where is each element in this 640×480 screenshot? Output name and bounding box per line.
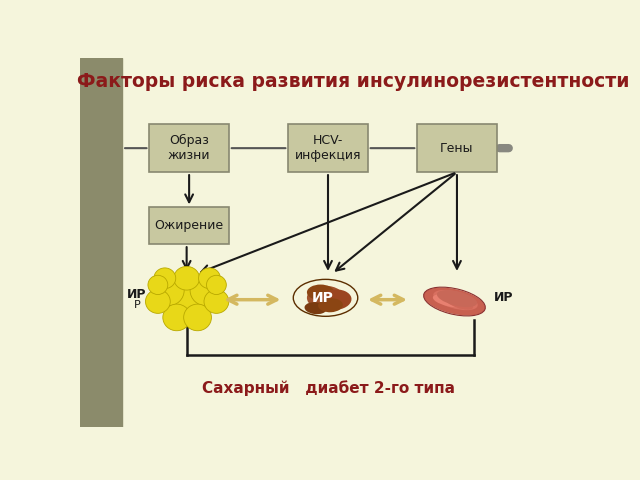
Text: Р: Р xyxy=(134,300,140,310)
Ellipse shape xyxy=(190,275,223,306)
Ellipse shape xyxy=(445,297,473,310)
Text: ИР: ИР xyxy=(494,291,514,304)
Ellipse shape xyxy=(305,302,326,314)
Ellipse shape xyxy=(145,290,170,313)
Ellipse shape xyxy=(207,276,227,295)
Ellipse shape xyxy=(433,290,477,310)
Ellipse shape xyxy=(198,268,220,288)
Ellipse shape xyxy=(319,289,351,310)
Ellipse shape xyxy=(167,281,207,318)
Ellipse shape xyxy=(152,275,184,306)
Text: Сахарный   диабет 2-го типа: Сахарный диабет 2-го типа xyxy=(202,381,454,396)
Text: Гены: Гены xyxy=(440,142,474,155)
Bar xyxy=(80,58,122,427)
FancyBboxPatch shape xyxy=(150,207,229,244)
Ellipse shape xyxy=(148,276,168,295)
Ellipse shape xyxy=(154,268,176,288)
Ellipse shape xyxy=(424,288,485,315)
Text: Ожирение: Ожирение xyxy=(154,219,224,232)
Ellipse shape xyxy=(437,290,477,307)
Text: HCV-
инфекция: HCV- инфекция xyxy=(295,134,361,162)
FancyBboxPatch shape xyxy=(417,124,497,172)
Ellipse shape xyxy=(173,266,200,290)
Ellipse shape xyxy=(204,290,229,313)
FancyBboxPatch shape xyxy=(288,124,367,172)
Text: Факторы риска развития инсулинорезистентности: Факторы риска развития инсулинорезистент… xyxy=(77,72,629,91)
Text: ИР: ИР xyxy=(127,288,147,301)
Ellipse shape xyxy=(307,285,334,300)
Ellipse shape xyxy=(163,304,191,331)
Ellipse shape xyxy=(433,294,466,307)
Text: Образ
жизни: Образ жизни xyxy=(168,134,211,162)
Ellipse shape xyxy=(318,298,343,312)
Text: ИР: ИР xyxy=(312,291,334,305)
FancyBboxPatch shape xyxy=(150,124,229,172)
Ellipse shape xyxy=(307,286,344,310)
Ellipse shape xyxy=(184,304,211,331)
